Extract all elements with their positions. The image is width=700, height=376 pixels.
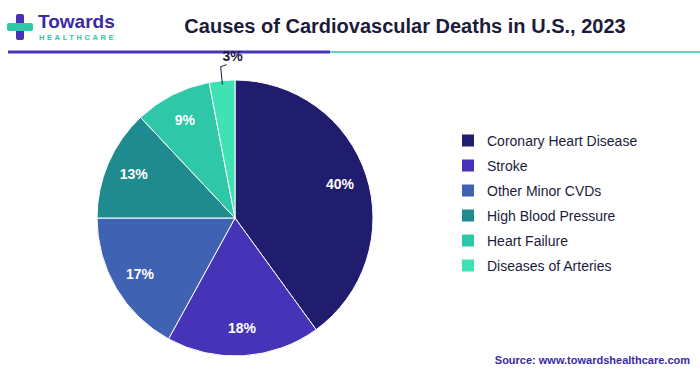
logo-tagline: HEALTHCARE <box>39 33 116 42</box>
pie-slice <box>97 218 235 339</box>
legend-swatch <box>462 135 474 147</box>
chart-root: TowardsHEALTHCARE Causes of Cardiovascula… <box>0 0 700 376</box>
title: Causes of Cardiovascular Deaths in U.S.,… <box>184 15 625 37</box>
legend-swatch <box>462 185 474 197</box>
data-label: 40% <box>326 176 355 192</box>
logo-icon <box>7 23 33 31</box>
data-label: 17% <box>126 266 155 282</box>
data-label: 18% <box>228 320 257 336</box>
legend-swatch <box>462 210 474 222</box>
legend: Coronary Heart Disease Stroke Other Minor … <box>462 133 637 274</box>
data-labels: 40% 18% 17% 13% 9% 3% <box>120 48 355 337</box>
logo: TowardsHEALTHCARE <box>7 11 116 42</box>
legend-swatch <box>462 260 474 272</box>
legend-label: Other Minor CVDs <box>487 183 601 199</box>
data-label: 9% <box>175 112 196 128</box>
pie-slice <box>209 80 235 218</box>
legend-label: Stroke <box>487 158 528 174</box>
title-rule <box>330 51 700 53</box>
legend-swatch <box>462 160 474 172</box>
legend-label: Heart Failure <box>487 233 568 249</box>
title-rule <box>8 51 330 54</box>
data-label: 3% <box>223 48 244 64</box>
legend-swatch <box>462 235 474 247</box>
chart-svg: TowardsHEALTHCARE Causes of Cardiovascula… <box>0 0 700 376</box>
pie <box>97 80 373 356</box>
data-label: 13% <box>120 166 149 182</box>
legend-label: Diseases of Arteries <box>487 258 612 274</box>
source: Source: www.towardshealthcare.com <box>495 354 690 366</box>
leader-line <box>221 65 227 85</box>
legend-label: Coronary Heart Disease <box>487 133 637 149</box>
logo-name: Towards <box>38 11 115 32</box>
legend-label: High Blood Pressure <box>487 208 616 224</box>
